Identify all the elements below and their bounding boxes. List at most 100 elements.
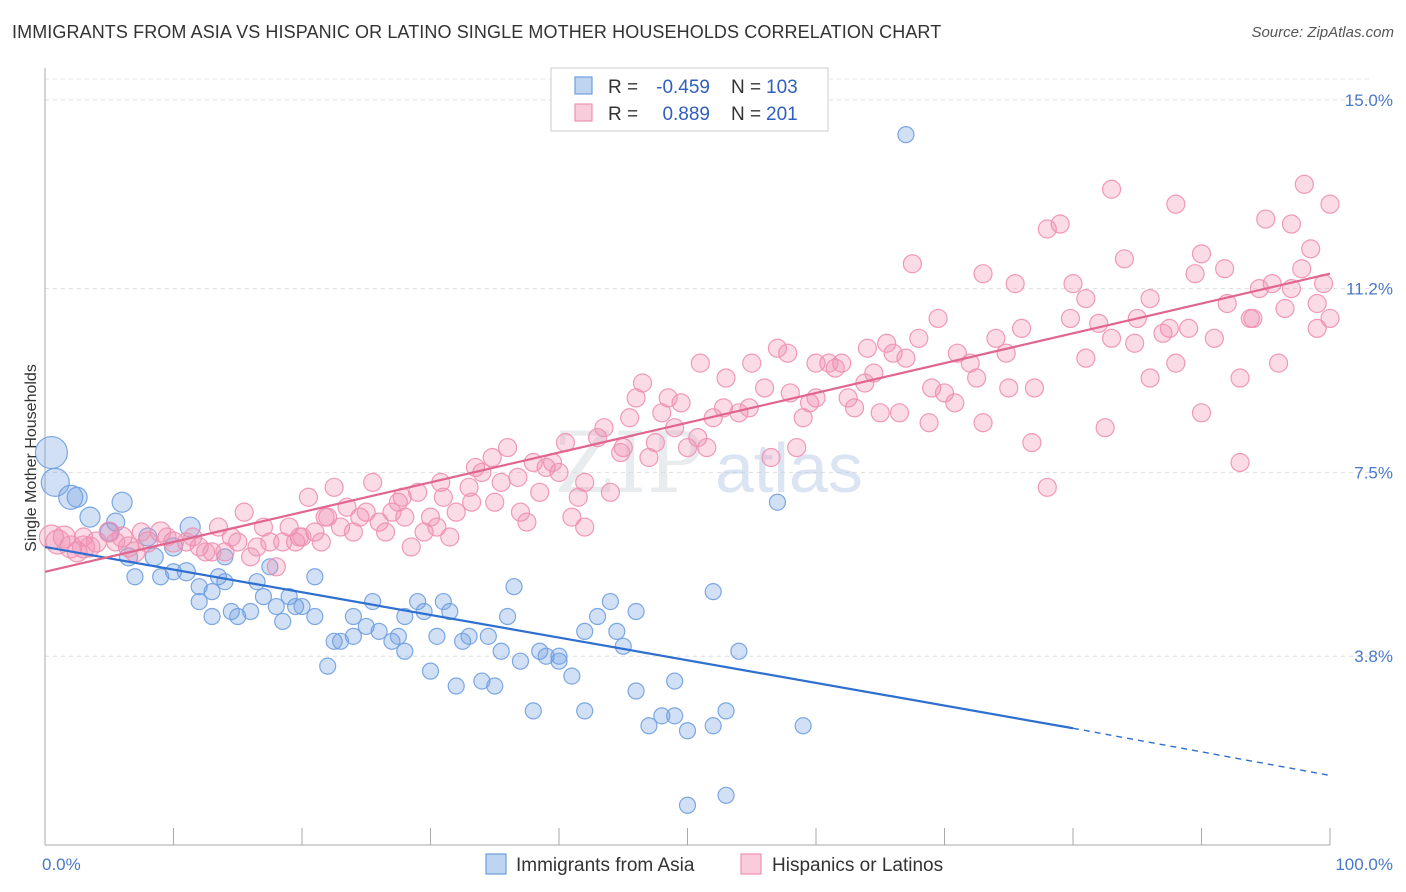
series-1-point <box>1179 318 1199 338</box>
series-0-point <box>479 627 497 645</box>
series-0-point <box>434 592 452 611</box>
series-0-point <box>768 493 787 511</box>
series-1-point <box>485 492 505 512</box>
series-1-point <box>1050 214 1070 234</box>
series-1-point <box>247 537 267 557</box>
series-1-point <box>1320 308 1340 329</box>
series-1-point <box>446 502 466 522</box>
series-1-point <box>462 492 482 512</box>
series-1-point <box>98 521 120 543</box>
legend-swatch-asia <box>574 76 593 95</box>
series-1-point <box>266 557 286 577</box>
x-tick-labels: 0.0% 100.0% <box>42 855 1393 874</box>
series-0-point <box>428 627 446 645</box>
series-1-point <box>677 437 698 458</box>
series-0-point <box>286 597 305 616</box>
series-0-point <box>576 622 594 640</box>
series-1-point <box>73 527 94 547</box>
series-1-point <box>491 472 511 492</box>
series-1-point <box>1307 318 1327 338</box>
y-tick-label-2: 11.2% <box>1346 280 1393 299</box>
series-1-point <box>1063 274 1083 294</box>
series-0-point <box>248 573 266 591</box>
y-tick-labels: 3.8% 7.5% 11.2% 15.0% <box>1345 91 1393 666</box>
series-1-point <box>549 462 569 483</box>
series-1-point <box>196 542 216 562</box>
series-1-point <box>298 487 319 507</box>
series-0-point <box>576 702 594 720</box>
bottom-legend-swatch-hispanic <box>740 853 762 875</box>
series-0-point <box>111 491 133 513</box>
series-1-point <box>273 532 293 552</box>
series-1-point <box>1037 477 1057 497</box>
legend-n-value-hispanic: 201 <box>766 104 798 125</box>
y-tick-label-0: 3.8% <box>1354 647 1393 666</box>
series-0-point <box>242 602 260 621</box>
series-0-point <box>640 717 658 735</box>
series-0-point <box>415 602 433 621</box>
x-tick-label-0: 0.0% <box>42 855 81 874</box>
series-1-point <box>883 343 903 363</box>
series-0-point <box>190 592 208 611</box>
series-1-point <box>131 522 151 542</box>
series-1-point <box>1037 219 1057 239</box>
series-1-point <box>1230 452 1250 473</box>
series-1-point <box>870 403 890 423</box>
series-1-point <box>536 457 556 478</box>
series-1-point <box>600 482 621 502</box>
series-1-point <box>1275 298 1295 319</box>
watermark: ZIP atlas <box>555 414 863 512</box>
series-1-point <box>241 547 261 567</box>
series-1-point <box>189 537 209 557</box>
series-0-point <box>344 607 362 626</box>
series-1-point <box>620 408 640 428</box>
series-1-point <box>945 393 965 413</box>
series-0-point <box>486 677 504 695</box>
series-0-point <box>473 672 491 690</box>
series-1-point <box>754 378 775 398</box>
legend-r-value-hispanic: 0.889 <box>662 104 710 125</box>
series-1-point <box>530 482 550 502</box>
legend-r-value-asia: -0.459 <box>656 77 710 98</box>
legend-swatch-hispanic <box>574 103 593 122</box>
series-1-point <box>1166 194 1186 214</box>
series-1-trend-line <box>44 272 1331 573</box>
series-1-point <box>690 353 710 373</box>
series-0-point <box>267 597 285 616</box>
series-0-point <box>717 786 735 804</box>
series-1-point <box>1125 333 1145 353</box>
series-1-point <box>1320 194 1340 214</box>
axes <box>44 68 1331 846</box>
series-1-point <box>787 437 807 458</box>
series-1-point <box>1140 368 1160 388</box>
series-0-point <box>550 647 568 665</box>
series-1-points <box>38 174 1340 577</box>
series-1-point <box>315 507 335 527</box>
series-1-point <box>330 517 351 537</box>
series-0-point <box>678 796 697 814</box>
series-0-point <box>306 568 324 586</box>
series-0-point <box>678 722 697 740</box>
series-1-point <box>1262 274 1282 294</box>
series-0-point <box>344 627 362 645</box>
series-1-point <box>363 472 383 492</box>
series-1-point <box>611 442 631 463</box>
series-1-point <box>767 338 788 358</box>
trend-lines <box>44 272 1331 777</box>
series-1-point <box>1024 378 1045 398</box>
x-tick-label-1: 100.0% <box>1335 855 1393 874</box>
series-1-point <box>919 413 939 433</box>
watermark-zip: ZIP <box>555 414 703 512</box>
series-0-point <box>897 126 915 144</box>
series-1-point <box>1022 433 1042 453</box>
y-tick-label-1: 7.5% <box>1354 463 1393 482</box>
series-1-point <box>1256 209 1276 229</box>
series-1-point <box>658 388 678 408</box>
series-1-point <box>1307 293 1327 314</box>
series-0-point <box>229 607 247 626</box>
series-0-point <box>280 588 298 606</box>
series-1-point <box>382 502 402 522</box>
series-0-point <box>274 612 292 631</box>
series-1-point <box>1101 179 1122 199</box>
series-0-point <box>460 627 478 645</box>
